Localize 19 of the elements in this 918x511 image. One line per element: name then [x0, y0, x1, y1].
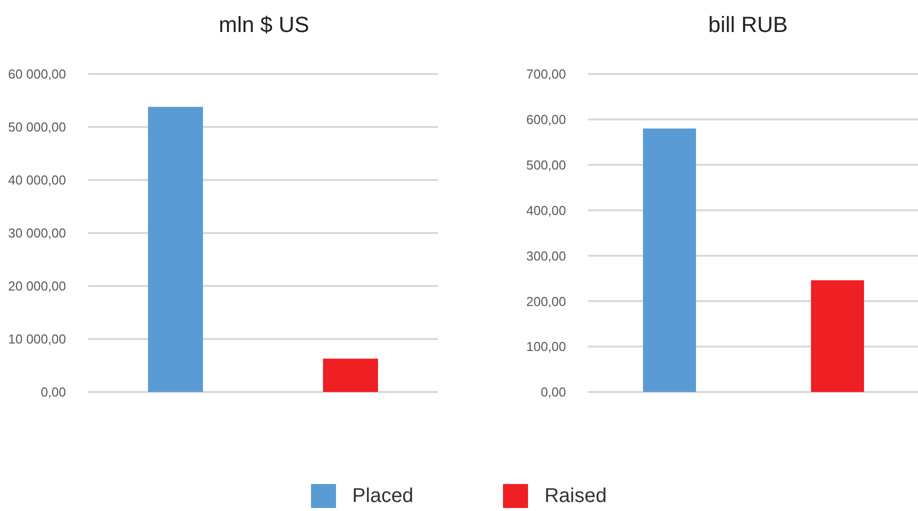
- y-tick-label: 600,00: [526, 112, 566, 128]
- y-tick-label: 400,00: [526, 202, 566, 218]
- y-tick-label: 60 000,00: [8, 66, 66, 82]
- y-tick-label: 50 000,00: [8, 120, 66, 135]
- y-tick-label: 700,00: [526, 66, 566, 82]
- y-tick-label: 10 000,00: [8, 332, 66, 347]
- y-tick-label: 0,00: [540, 384, 566, 400]
- legend-label: Raised: [544, 484, 607, 508]
- y-tick-label: 0,00: [40, 384, 66, 400]
- y-tick-label: 100,00: [526, 339, 566, 354]
- chart-title: bill RUB: [707, 11, 789, 39]
- y-tick-label: 40 000,00: [8, 172, 66, 188]
- y-tick-label: 200,00: [526, 294, 566, 309]
- y-tick-label: 30 000,00: [8, 226, 66, 241]
- legend-label: Placed: [352, 484, 414, 508]
- y-tick-label: 300,00: [526, 248, 566, 264]
- y-tick-label: 500,00: [526, 157, 566, 172]
- y-tick-label: 20 000,00: [8, 278, 66, 294]
- chart-title: mln $ US: [218, 11, 310, 39]
